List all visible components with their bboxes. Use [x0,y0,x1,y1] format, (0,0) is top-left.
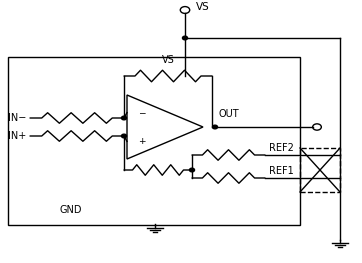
Text: +: + [138,137,146,146]
Circle shape [212,125,218,129]
Circle shape [189,168,194,172]
Bar [8,57,300,225]
Text: REF2: REF2 [269,143,294,153]
Text: REF1: REF1 [269,166,293,176]
Text: IN−: IN− [8,113,26,123]
Text: VS: VS [161,55,174,65]
Bar [300,148,340,192]
Circle shape [182,36,188,40]
Circle shape [122,116,127,120]
Text: IN+: IN+ [8,131,26,141]
Text: −: − [138,108,146,117]
Text: OUT: OUT [219,109,239,119]
Circle shape [122,134,127,138]
Text: VS: VS [196,2,210,12]
Text: GND: GND [60,205,83,215]
